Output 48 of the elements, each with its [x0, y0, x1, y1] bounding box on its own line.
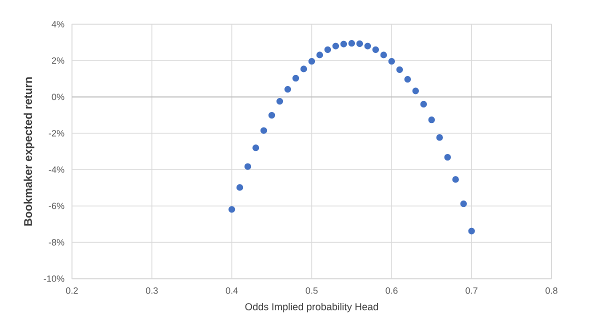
- point: [308, 58, 316, 65]
- point: [396, 66, 403, 74]
- point: [364, 42, 371, 50]
- point: [460, 200, 467, 208]
- x-tick-label: 0.3: [146, 288, 158, 294]
- point: [316, 52, 324, 58]
- point: [388, 58, 395, 65]
- point: [236, 184, 244, 191]
- x-tick-label: 0.7: [466, 288, 478, 294]
- point: [324, 46, 332, 54]
- point: [276, 98, 284, 105]
- point: [284, 86, 292, 93]
- point: [300, 66, 308, 72]
- y-tick-label: -2%: [48, 130, 64, 137]
- point: [356, 40, 364, 48]
- point: [228, 206, 236, 213]
- point: [452, 176, 459, 183]
- point: [444, 154, 451, 161]
- point: [268, 112, 276, 119]
- x-tick-label: 0.5: [306, 288, 318, 294]
- x-tick-label: 0.2: [66, 288, 78, 294]
- y-tick-label: 0%: [52, 94, 64, 100]
- point: [428, 116, 435, 124]
- y-axis-title: Bookmaker expected return: [24, 78, 34, 226]
- point: [404, 76, 411, 83]
- point: [348, 40, 356, 47]
- y-tick-label: -8%: [48, 239, 64, 246]
- y-tick-label: 4%: [52, 21, 64, 28]
- y-tick-label: -4%: [48, 166, 64, 173]
- point: [244, 163, 252, 170]
- point: [420, 101, 427, 108]
- point: [252, 144, 260, 152]
- y-tick-label: 2%: [52, 58, 64, 64]
- x-tick-label: 0.4: [226, 288, 238, 294]
- y-tick-label: -10%: [44, 276, 64, 282]
- point: [260, 127, 268, 134]
- point: [372, 46, 379, 54]
- x-axis-title: Odds Implied probability Head: [245, 303, 378, 312]
- point: [380, 52, 387, 58]
- x-tick-label: 0.6: [386, 288, 398, 294]
- x-tick-label: 0.8: [546, 288, 558, 294]
- y-tick-label: -6%: [48, 202, 64, 210]
- point: [340, 40, 348, 48]
- point: [412, 88, 419, 94]
- point: [468, 228, 475, 235]
- point: [332, 42, 340, 50]
- point: [292, 75, 300, 82]
- point: [436, 134, 443, 141]
